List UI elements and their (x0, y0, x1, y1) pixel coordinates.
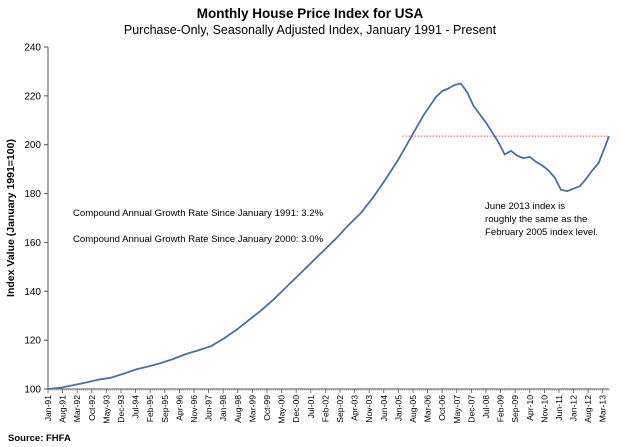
annotation-cagr-1991: Compound Annual Growth Rate Since Januar… (73, 208, 324, 219)
y-tick-label: 220 (24, 91, 41, 102)
x-tick-label: Apr-96 (174, 395, 184, 421)
x-tick-label: Oct-99 (262, 395, 272, 421)
y-tick-label: 120 (24, 336, 41, 347)
chart-title: Monthly House Price Index for USA (197, 6, 424, 21)
x-tick-label: Dec-00 (291, 395, 301, 423)
axes: 100 120 140 160 180 200 220 240 Jan-91 Aug-91 Mar-… (24, 43, 610, 424)
x-tick-label: Oct-92 (87, 395, 97, 421)
x-tick-label: Jan-91 (43, 395, 53, 421)
y-tick-label: 180 (24, 189, 41, 200)
x-tick-label: Mar-06 (423, 395, 433, 422)
chart-subtitle: Purchase-Only, Seasonally Adjusted Index… (124, 23, 497, 37)
annotation-june-2013-line2: roughly the same as the (485, 214, 587, 225)
annotation-june-2013-line3: February 2005 index level. (485, 227, 598, 238)
x-tick-label: Mar-13 (598, 395, 608, 422)
x-tick-label: Jul-08 (481, 395, 491, 419)
x-tick-label: May-93 (101, 395, 111, 424)
x-tick-label: Aug-12 (583, 395, 593, 423)
x-tick-label: Jan-98 (218, 395, 228, 421)
x-tick-label: Apr-03 (350, 395, 360, 421)
series-layer (47, 82, 610, 390)
x-tick-label: Feb-02 (320, 395, 330, 422)
x-tick-label: Apr-10 (525, 395, 535, 421)
annotation-cagr-2000: Compound Annual Growth Rate Since Januar… (73, 234, 324, 245)
x-tick-label: Aug-05 (408, 395, 418, 423)
x-tick-label: Dec-07 (466, 395, 476, 423)
x-tick-label: Aug-98 (233, 395, 243, 423)
y-tick-label: 140 (24, 287, 41, 298)
x-tick-label: Mar-92 (72, 395, 82, 422)
x-tick-label: Jun-97 (204, 395, 214, 421)
x-tick-label: Oct-06 (437, 395, 447, 421)
x-tick-label: Nov-03 (364, 395, 374, 423)
series-line-0 (47, 82, 610, 390)
x-tick-label: Jun-11 (554, 395, 564, 421)
x-tick-label: May-00 (277, 395, 287, 424)
x-tick-label: Mar-99 (247, 395, 257, 422)
y-tick-label: 200 (24, 140, 41, 151)
x-tick-label: Nov-96 (189, 395, 199, 423)
x-tick-label: Jun-04 (379, 395, 389, 421)
x-tick-label: Sep-95 (160, 395, 170, 423)
x-tick-label: Dec-93 (116, 395, 126, 423)
y-axis-label: Index Value (January 1991=100) (5, 139, 17, 297)
x-tick-label: Sep-09 (510, 395, 520, 423)
y-tick-label: 240 (24, 43, 41, 54)
source-note: Source: FHFA (8, 433, 71, 444)
x-tick-label: Nov-10 (539, 395, 549, 423)
x-tick-label: Jan-05 (393, 395, 403, 421)
x-tick-label: Feb-09 (496, 395, 506, 422)
x-tick-label: May-07 (452, 395, 462, 424)
x-tick-label: Aug-91 (58, 395, 68, 423)
x-tick-label: Sep-02 (335, 395, 345, 423)
y-tick-label: 100 (24, 385, 41, 396)
x-tick-label: Jul-94 (131, 395, 141, 419)
x-tick-label: Jan-12 (569, 395, 579, 421)
x-tick-label: Jul-01 (306, 395, 316, 419)
y-tick-label: 160 (24, 238, 41, 249)
x-tick-label: Feb-95 (145, 395, 155, 422)
annotation-june-2013-line1: June 2013 index is (485, 201, 565, 212)
